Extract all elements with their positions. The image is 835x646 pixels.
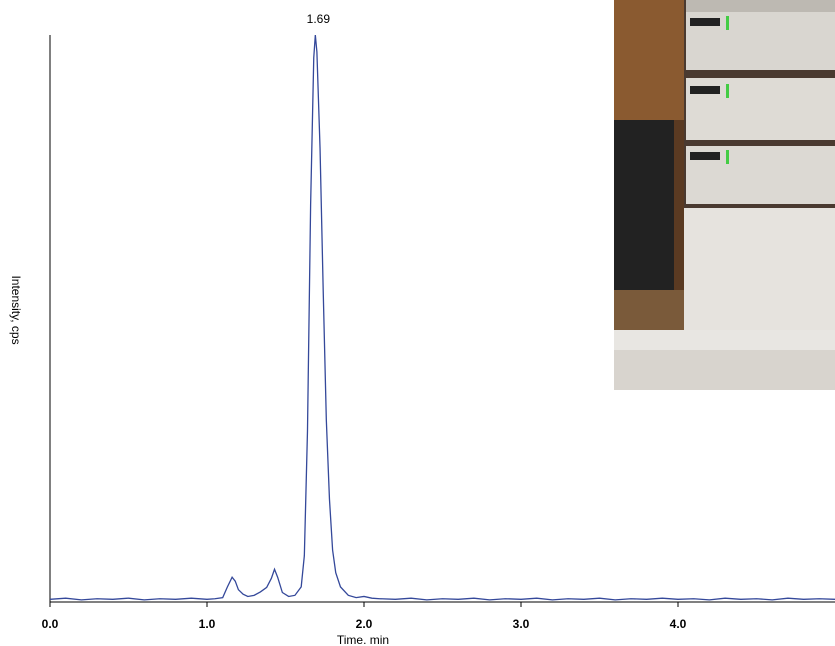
- x-tick-label: 1.0: [199, 617, 216, 631]
- y-axis-label: Intensity, cps: [9, 275, 23, 344]
- x-tick-label: 2.0: [356, 617, 373, 631]
- peak-annotation: 1.69: [307, 12, 331, 26]
- x-tick-label: 3.0: [513, 617, 530, 631]
- x-tick-label: 0.0: [42, 617, 59, 631]
- x-axis-label: Time. min: [337, 633, 389, 646]
- chromatogram-line: [49, 34, 835, 601]
- x-tick-label: 4.0: [670, 617, 687, 631]
- photo-inset: [614, 0, 835, 390]
